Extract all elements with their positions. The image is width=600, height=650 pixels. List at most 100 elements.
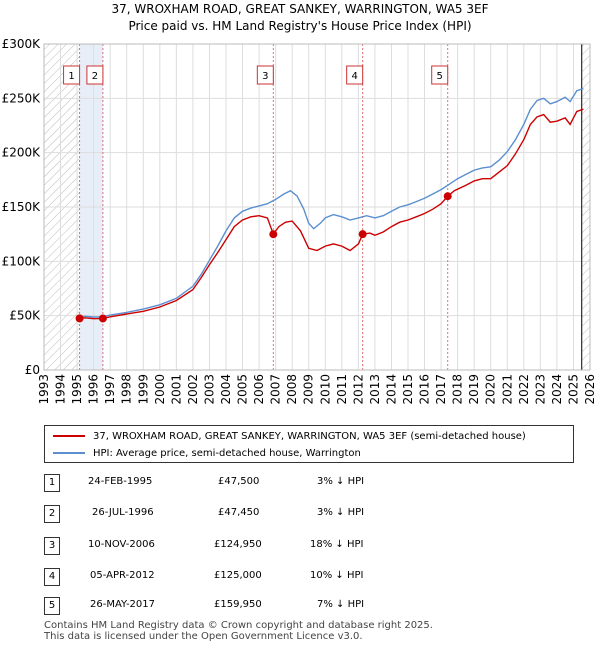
transaction-date: 26-MAY-2017 xyxy=(90,599,156,610)
table-row: 4 05-APR-2012 £125,000 10% ↓ HPI xyxy=(44,568,584,588)
legend-label-property: 37, WROXHAM ROAD, GREAT SANKEY, WARRINGT… xyxy=(93,430,526,442)
property-series-line xyxy=(79,108,584,320)
x-tick-label: 2018 xyxy=(451,374,465,405)
legend-item-property: 37, WROXHAM ROAD, GREAT SANKEY, WARRINGT… xyxy=(53,428,526,444)
hpi-series-line xyxy=(77,87,584,318)
transaction-hpi-diff: 3% ↓ HPI xyxy=(317,476,365,487)
x-tick-label: 2022 xyxy=(517,374,531,405)
sale-marker-label: 2 xyxy=(86,65,104,85)
x-tick-label: 2002 xyxy=(186,374,200,405)
footer-copyright: Contains HM Land Registry data © Crown c… xyxy=(44,620,433,631)
legend-swatch-hpi xyxy=(53,452,85,454)
transaction-date: 10-NOV-2006 xyxy=(88,539,155,550)
sale-marker-box xyxy=(431,65,449,85)
x-tick-label: 1998 xyxy=(120,374,134,405)
table-row: 2 26-JUL-1996 £47,450 3% ↓ HPI xyxy=(44,505,584,525)
x-tick-label: 2009 xyxy=(302,374,316,405)
sale-marker-number: 5 xyxy=(437,71,443,82)
transaction-price: £47,450 xyxy=(218,507,260,518)
price-chart: 1 2 3 4 5 £0 £50K £100K £150K £200K £250K £300K 1993… xyxy=(2,37,597,405)
chart-title: 37, WROXHAM ROAD, GREAT SANKEY, WARRINGT… xyxy=(111,2,489,16)
transaction-number: 3 xyxy=(44,537,60,555)
y-tick-label: £100K xyxy=(2,254,42,268)
sale-marker-label: 3 xyxy=(256,65,274,85)
sale-point xyxy=(75,314,84,323)
transaction-price: £47,500 xyxy=(218,476,260,487)
transaction-hpi-diff: 7% ↓ HPI xyxy=(317,599,365,610)
x-tick-label: 1994 xyxy=(54,374,68,405)
x-tick-label: 2014 xyxy=(384,374,398,405)
y-tick-label: £300K xyxy=(2,37,42,51)
table-row: 1 24-FEB-1995 £47,500 3% ↓ HPI xyxy=(44,474,584,494)
sale-marker-number: 1 xyxy=(68,71,74,82)
sale-marker-box xyxy=(86,65,104,85)
x-tick-label: 1993 xyxy=(37,374,51,405)
x-tick-label: 1996 xyxy=(87,374,101,405)
y-tick-label: £50K xyxy=(9,309,41,323)
x-tick-label: 2015 xyxy=(401,374,415,405)
legend-item-hpi: HPI: Average price, semi-detached house,… xyxy=(53,445,361,461)
x-tick-label: 2005 xyxy=(236,374,250,405)
x-tick-label: 2000 xyxy=(153,374,167,405)
transaction-hpi-diff: 18% ↓ HPI xyxy=(310,539,364,550)
sale-marker-number: 4 xyxy=(351,71,357,82)
transaction-number: 4 xyxy=(44,568,60,586)
chart-subtitle: Price paid vs. HM Land Registry's House … xyxy=(128,19,472,33)
table-row: 3 10-NOV-2006 £124,950 18% ↓ HPI xyxy=(44,537,584,557)
sale-marker-label: 4 xyxy=(346,65,364,85)
sale-marker-box xyxy=(63,65,81,85)
x-tick-label: 1997 xyxy=(103,374,117,405)
transaction-number: 1 xyxy=(44,474,60,492)
x-tick-label: 2004 xyxy=(219,374,233,405)
x-tick-label: 2010 xyxy=(318,374,332,405)
transaction-hpi-diff: 10% ↓ HPI xyxy=(310,570,364,581)
sale-point xyxy=(443,192,452,201)
x-tick-label: 2019 xyxy=(467,374,481,405)
sale-marker-box xyxy=(256,65,274,85)
sale-point xyxy=(358,230,367,239)
x-tick-label: 1995 xyxy=(70,374,84,405)
x-tick-label: 1999 xyxy=(136,374,150,405)
x-tick-label: 2008 xyxy=(285,374,299,405)
x-tick-label: 2016 xyxy=(418,374,432,405)
y-tick-label: £200K xyxy=(2,146,42,160)
x-tick-label: 2011 xyxy=(335,374,349,405)
transaction-date: 24-FEB-1995 xyxy=(88,476,153,487)
sale-point xyxy=(269,230,278,239)
x-tick-label: 2021 xyxy=(500,374,514,405)
transaction-price: £125,000 xyxy=(214,570,262,581)
x-tick-label: 2001 xyxy=(169,374,183,405)
table-row: 5 26-MAY-2017 £159,950 7% ↓ HPI xyxy=(44,597,584,617)
transaction-hpi-diff: 3% ↓ HPI xyxy=(317,507,365,518)
x-tick-label: 2007 xyxy=(269,374,283,405)
transaction-date: 05-APR-2012 xyxy=(90,570,155,581)
plot-frame xyxy=(43,43,591,371)
chart-legend: 37, WROXHAM ROAD, GREAT SANKEY, WARRINGT… xyxy=(44,425,574,463)
transaction-price: £124,950 xyxy=(214,539,262,550)
x-tick-label: 2024 xyxy=(550,374,564,405)
sale-marker-number: 2 xyxy=(92,71,98,82)
y-tick-label: £150K xyxy=(2,200,42,214)
sale-marker-box xyxy=(346,65,364,85)
transaction-date: 26-JUL-1996 xyxy=(92,507,154,518)
transaction-number: 2 xyxy=(44,505,60,523)
y-tick-label: £0 xyxy=(25,363,40,377)
x-tick-label: 2020 xyxy=(484,374,498,405)
x-tick-label: 2026 xyxy=(583,374,597,405)
y-tick-label: £250K xyxy=(2,91,42,105)
x-tick-label: 2006 xyxy=(252,374,266,405)
x-tick-label: 2013 xyxy=(368,374,382,405)
legend-swatch-property xyxy=(53,435,85,437)
transaction-number: 5 xyxy=(44,597,60,615)
sale-marker-label: 5 xyxy=(431,65,449,85)
x-tick-label: 2025 xyxy=(566,374,580,405)
footer-license: This data is licensed under the Open Gov… xyxy=(44,631,363,642)
sale-marker-number: 3 xyxy=(262,71,268,82)
x-tick-label: 2017 xyxy=(434,374,448,405)
x-tick-label: 2003 xyxy=(202,374,216,405)
legend-label-hpi: HPI: Average price, semi-detached house,… xyxy=(93,447,361,459)
sale-marker-label: 1 xyxy=(63,65,81,85)
sale-point xyxy=(98,314,107,323)
x-tick-label: 2012 xyxy=(351,374,365,405)
x-tick-label: 2023 xyxy=(533,374,547,405)
